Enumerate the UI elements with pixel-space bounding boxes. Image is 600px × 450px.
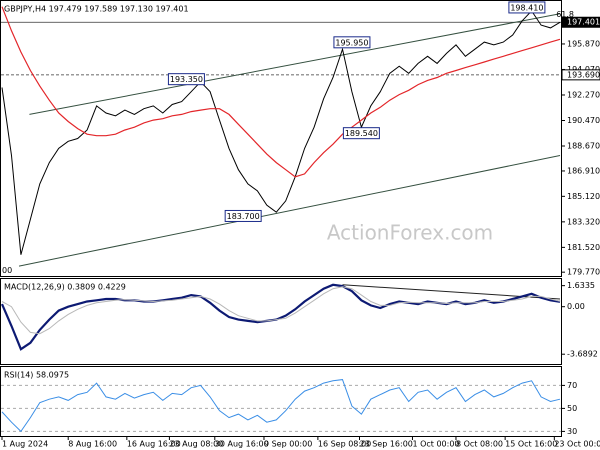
annotation-label: 183.700 xyxy=(227,212,260,221)
price-label: 197.401 xyxy=(567,18,600,27)
y-tick-label: 185.120 xyxy=(567,192,600,201)
series-line xyxy=(1,379,561,433)
series-line xyxy=(1,286,561,335)
panel-title: MACD(12,26,9) 0.3809 0.4229 xyxy=(4,283,126,292)
annotation-box xyxy=(508,1,546,14)
price-label-box xyxy=(561,69,600,81)
note: 61.8 xyxy=(556,10,574,19)
y-tick-label: 0.00 xyxy=(567,302,585,311)
x-tick-label: 23 Oct 00:00 xyxy=(554,440,600,449)
price-label-box xyxy=(561,16,600,28)
y-tick-label: 186.910 xyxy=(567,166,600,175)
y-tick-label: 195.870 xyxy=(567,39,600,48)
annotation-box xyxy=(342,127,380,140)
annotation-box xyxy=(167,73,205,86)
panel-frame xyxy=(0,0,562,277)
price-label: 193.690 xyxy=(567,70,600,79)
trendline xyxy=(342,284,561,300)
trendline xyxy=(18,155,561,267)
y-tick-label: 30 xyxy=(567,427,577,436)
x-tick-label: 1 Oct 00:00 xyxy=(412,440,459,449)
x-tick-label: 8 Aug 16:00 xyxy=(68,440,117,449)
annotation-box xyxy=(333,36,371,49)
panel-title: RSI(14) 58.0975 xyxy=(4,371,69,380)
series-line xyxy=(1,10,561,255)
y-tick-label: -3.6892 xyxy=(567,350,598,359)
y-tick-label: 192.270 xyxy=(567,90,600,99)
annotation-label: 189.540 xyxy=(345,129,378,138)
y-tick-label: 179.770 xyxy=(567,268,600,277)
annotation-label: 193.350 xyxy=(170,75,203,84)
panel-title: GBPJPY,H4 197.479 197.589 197.130 197.40… xyxy=(4,5,189,14)
panel-frame xyxy=(0,278,562,365)
annotation-label: 195.950 xyxy=(335,38,368,47)
series-line xyxy=(0,283,561,351)
x-tick-label: 16 Aug 16:00 xyxy=(127,440,181,449)
y-tick-label: 190.470 xyxy=(567,116,600,125)
x-tick-label: 23 Sep 16:00 xyxy=(359,440,412,449)
x-tick-label: 30 Aug 16:00 xyxy=(215,440,269,449)
x-tick-label: 8 Oct 08:00 xyxy=(456,440,503,449)
trendline xyxy=(29,13,561,115)
panel-frame xyxy=(0,366,562,437)
y-tick-label: 50 xyxy=(567,404,577,413)
x-tick-label: 1 Aug 2024 xyxy=(2,440,48,449)
x-tick-label: 9 Sep 00:00 xyxy=(264,440,312,449)
watermark: ActionForex.com xyxy=(327,221,493,245)
x-tick-label: 15 Oct 16:00 xyxy=(505,440,557,449)
series-line xyxy=(1,6,561,178)
annotation-box xyxy=(224,209,262,222)
note: 00 xyxy=(2,266,12,275)
x-tick-label: 23 Aug 08:00 xyxy=(169,440,223,449)
y-tick-label: 188.670 xyxy=(567,142,600,151)
y-tick-label: 181.520 xyxy=(567,243,600,252)
annotation-label: 198.410 xyxy=(510,3,543,12)
x-tick-label: 16 Sep 08:00 xyxy=(318,440,371,449)
y-tick-label: 70 xyxy=(567,381,577,390)
y-tick-label: 183.320 xyxy=(567,217,600,226)
y-tick-label: 1.6335 xyxy=(567,281,595,290)
